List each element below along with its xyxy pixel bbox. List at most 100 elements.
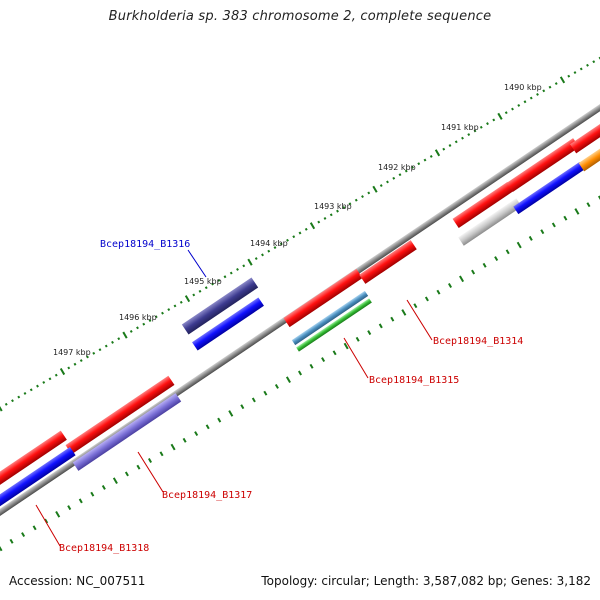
- outer-tick-minor: [486, 122, 489, 126]
- outer-tick-minor: [192, 293, 196, 297]
- inner-tick-minor: [367, 330, 372, 336]
- outer-tick-minor: [467, 133, 471, 137]
- outer-tick-minor: [286, 238, 289, 242]
- gene-b1316-reverse[interactable]: [192, 297, 264, 351]
- outer-tick-minor: [404, 169, 408, 173]
- outer-tick-minor: [448, 144, 452, 147]
- outer-tick-minor: [529, 96, 533, 100]
- outer-tick-minor: [329, 213, 333, 217]
- map-title: Burkholderia sp. 383 chromosome 2, compl…: [108, 9, 492, 24]
- outer-tick-minor: [236, 268, 239, 271]
- outer-tick-minor: [548, 85, 552, 89]
- gene-b1317-purple[interactable]: [72, 393, 182, 471]
- outer-tick-minor: [154, 315, 158, 319]
- inner-tick-minor: [528, 235, 533, 241]
- outer-tick-minor: [579, 67, 583, 71]
- outer-tick-minor: [304, 227, 308, 231]
- outer-tick-minor: [173, 304, 177, 308]
- gene-label-b1318[interactable]: Bcep18194_B1318: [59, 543, 149, 554]
- outer-tick-minor: [148, 319, 152, 322]
- outer-tick-minor: [42, 381, 46, 384]
- inner-tick-minor: [44, 518, 49, 524]
- inner-tick-major: [55, 511, 61, 518]
- inner-tick-minor: [90, 491, 95, 497]
- gene-forward-b[interactable]: [359, 240, 417, 284]
- gene-reverse-top[interactable]: [513, 161, 585, 215]
- inner-tick-minor: [482, 262, 487, 268]
- outer-tick-minor: [298, 231, 302, 235]
- gene-forward-e[interactable]: [570, 110, 600, 154]
- outer-tick-minor: [429, 154, 433, 158]
- inner-tick-minor: [390, 316, 395, 322]
- outer-tick-minor: [573, 71, 577, 75]
- gene-b1318[interactable]: [0, 430, 67, 494]
- gene-label-b1316[interactable]: Bcep18194_B1316: [100, 239, 190, 250]
- inner-tick-major: [401, 309, 407, 316]
- inner-tick-minor: [148, 458, 152, 463]
- outer-scale-ticks: [0, 56, 600, 412]
- inner-tick-major: [112, 477, 118, 485]
- inner-tick-minor: [251, 397, 256, 403]
- inner-tick-minor: [205, 424, 210, 430]
- outer-tick-major: [559, 76, 566, 84]
- inner-tick-minor: [101, 484, 106, 490]
- inner-tick-minor: [274, 384, 279, 389]
- outer-tick-minor: [161, 311, 164, 315]
- gene-forward-c[interactable]: [452, 181, 514, 229]
- outer-tick-minor: [98, 348, 102, 352]
- outer-tick-minor: [348, 202, 352, 206]
- gene-b1316[interactable]: [181, 277, 259, 335]
- inner-tick-minor: [182, 437, 187, 443]
- outer-tick-minor: [461, 136, 464, 140]
- outer-tick-minor: [17, 395, 21, 399]
- inner-tick-minor: [298, 370, 302, 376]
- gene-forward-a[interactable]: [283, 268, 363, 328]
- outer-tick-minor: [111, 340, 114, 344]
- outer-tick-minor: [423, 158, 427, 162]
- outer-tick-major: [497, 112, 503, 120]
- leader-b1314: [406, 299, 433, 341]
- gene-b1317[interactable]: [65, 375, 175, 455]
- inner-tick-minor: [9, 538, 14, 544]
- outer-tick-minor: [204, 286, 208, 290]
- outer-tick-minor: [129, 329, 133, 333]
- gene-forward-d[interactable]: [506, 138, 580, 192]
- inner-tick-minor: [321, 357, 326, 362]
- outer-tick-minor: [517, 103, 521, 107]
- outer-tick-minor: [136, 326, 139, 330]
- outer-tick-minor: [104, 344, 108, 348]
- outer-tick-minor: [261, 253, 264, 257]
- gene-gray[interactable]: [458, 198, 522, 246]
- leader-b1315: [343, 337, 369, 379]
- inner-tick-minor: [436, 289, 441, 295]
- gene-label-b1317[interactable]: Bcep18194_B1317: [162, 490, 252, 501]
- outer-tick-minor: [11, 399, 14, 403]
- inner-tick-minor: [136, 464, 141, 470]
- gene-b1315-green[interactable]: [296, 298, 372, 352]
- inner-tick-minor: [159, 451, 164, 457]
- outer-tick-minor: [117, 337, 121, 341]
- inner-tick-minor: [194, 431, 199, 437]
- inner-tick-minor: [551, 222, 556, 228]
- summary-text: Topology: circular; Length: 3,587,082 bp…: [261, 574, 591, 588]
- gene-label-b1315[interactable]: Bcep18194_B1315: [369, 375, 459, 386]
- outer-tick-minor: [86, 355, 89, 359]
- inner-tick-minor: [217, 417, 222, 423]
- outer-tick-minor: [67, 366, 71, 370]
- gene-b1315-teal[interactable]: [291, 290, 369, 346]
- leader-b1317: [137, 451, 164, 493]
- outer-tick-minor: [386, 180, 389, 184]
- scale-label-1497: 1497 kbp: [53, 348, 91, 357]
- gene-label-b1314[interactable]: Bcep18194_B1314: [433, 336, 523, 347]
- gene-b1318-reverse[interactable]: [0, 447, 76, 509]
- inner-tick-minor: [124, 471, 129, 477]
- outer-tick-minor: [592, 60, 596, 64]
- scale-label-1494: 1494 kbp: [250, 239, 288, 248]
- inner-tick-minor: [563, 215, 568, 221]
- gene-orange[interactable]: [578, 140, 600, 172]
- outer-tick-major: [247, 258, 253, 266]
- outer-tick-minor: [48, 377, 52, 381]
- inner-tick-major: [0, 546, 3, 552]
- inner-tick-minor: [598, 195, 600, 200]
